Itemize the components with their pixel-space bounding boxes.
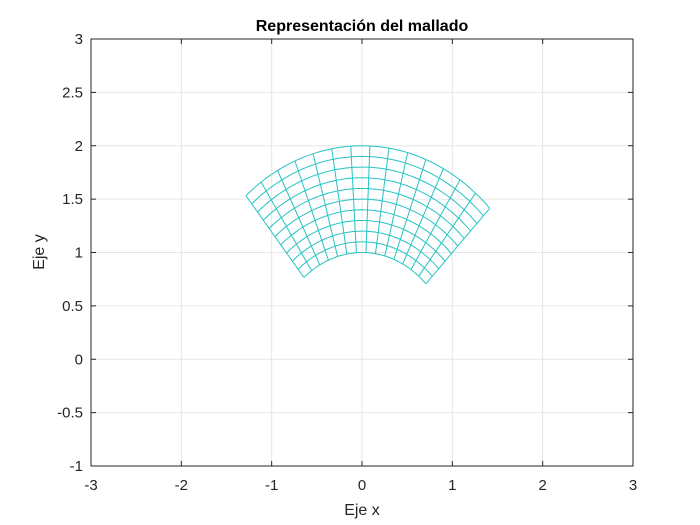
mesh-radial-line [402, 168, 444, 265]
mesh-radial-line [393, 159, 427, 260]
mesh-radial-line [331, 148, 348, 255]
mesh-radial-line [418, 192, 476, 277]
x-tick-label: 2 [538, 477, 546, 494]
mesh-radial-line [277, 170, 321, 266]
y-tick-label: 3 [75, 31, 83, 48]
mesh-radial-line [425, 207, 491, 285]
mesh-radial-line [350, 146, 357, 253]
axis-ticks [90, 38, 634, 467]
mesh-radial-line [294, 160, 329, 261]
tick-labels: -3 -2 -1 0 1 2 3 -1 -0.5 0 0.5 1 1.5 2 2.5 3 [57, 31, 637, 494]
y-tick-label: 0 [75, 351, 83, 368]
y-tick-label: 1.5 [62, 191, 83, 208]
y-tick-label: -0.5 [57, 405, 83, 422]
mesh-radial-line [245, 195, 305, 278]
y-tick-label: -1 [70, 458, 83, 475]
mesh-radial-line [260, 181, 313, 271]
y-tick-label: 2.5 [62, 84, 83, 101]
y-axis-label: Eje y [31, 234, 48, 270]
x-tick-label: -1 [265, 477, 278, 494]
x-tick-label: 1 [448, 477, 456, 494]
mesh-radial-line [312, 153, 339, 257]
mesh-radial-line [365, 145, 371, 253]
y-tick-label: 0.5 [62, 298, 83, 315]
x-tick-label: 3 [629, 477, 637, 494]
mesh [245, 145, 491, 285]
mesh-radial-line [374, 148, 390, 254]
chart-title: Representación del mallado [256, 18, 469, 35]
y-tick-label: 2 [75, 138, 83, 155]
mesh-radial-line [384, 152, 409, 257]
x-axis-label: Eje x [344, 502, 380, 519]
y-tick-label: 1 [75, 245, 83, 262]
x-tick-label: -2 [175, 477, 188, 494]
mesh-radial-line [410, 179, 461, 270]
x-tick-label: -3 [84, 477, 97, 494]
x-tick-label: 0 [358, 477, 366, 494]
